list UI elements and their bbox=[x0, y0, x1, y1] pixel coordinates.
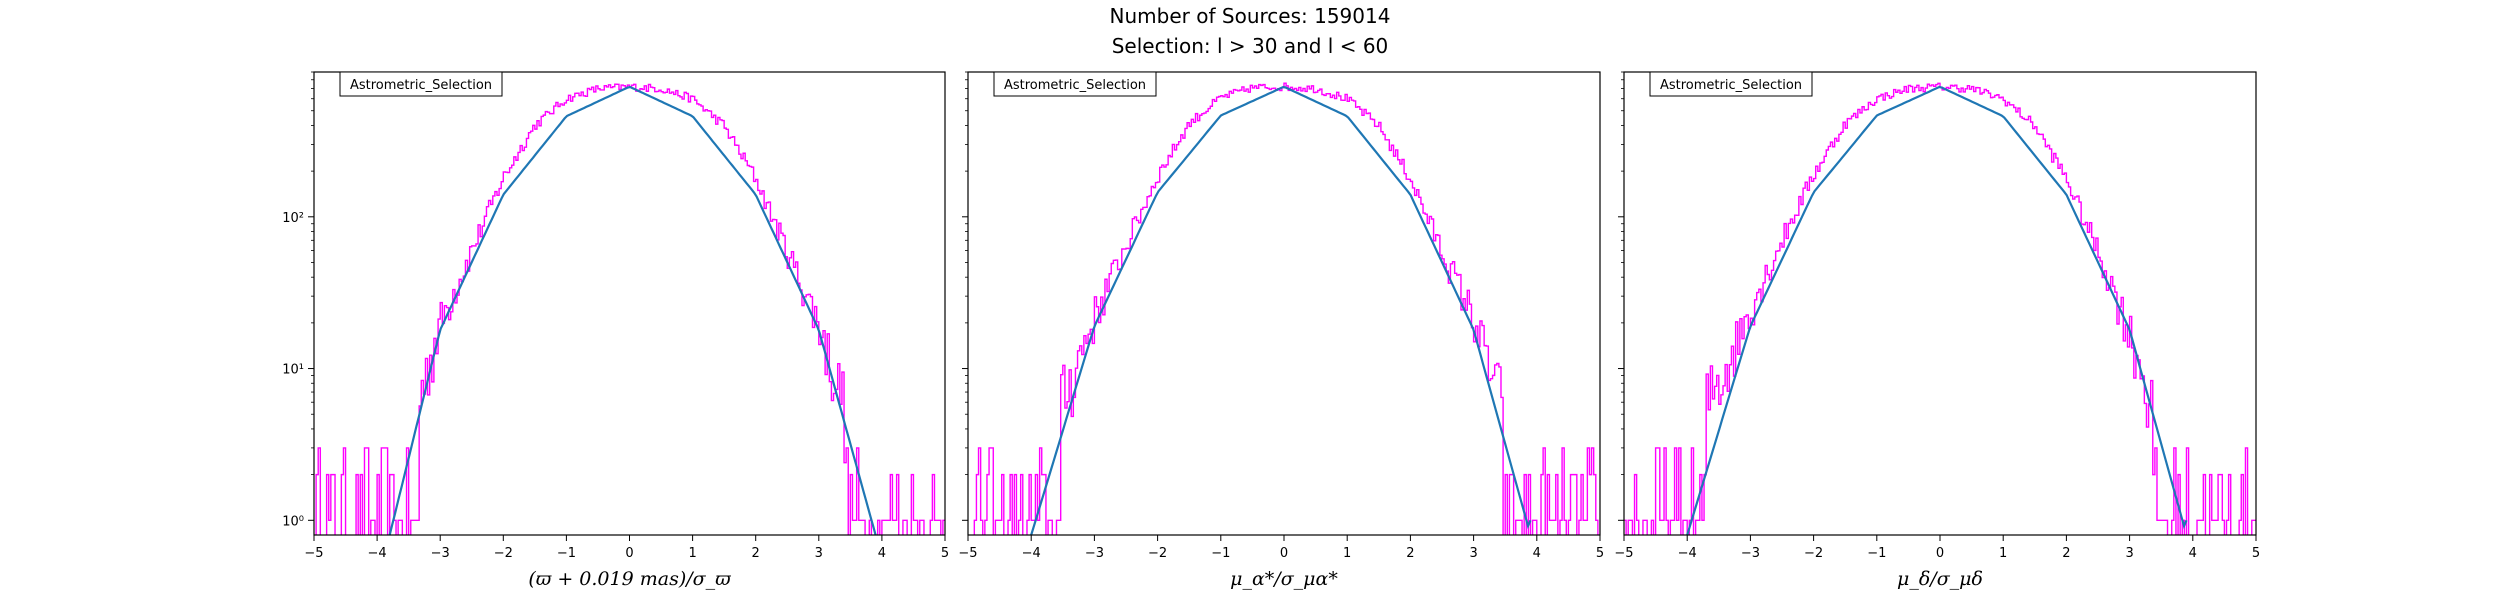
plot-frame-panel-2 bbox=[967, 71, 1601, 536]
y-tick-label-panel-1: 10² bbox=[282, 211, 304, 226]
x-tick-label-panel-2: −4 bbox=[1022, 546, 1041, 561]
legend-label-panel-2: Astrometric_Selection bbox=[1004, 78, 1146, 93]
plot-frame-panel-3 bbox=[1623, 71, 2257, 536]
legend-box-panel-1 bbox=[339, 71, 503, 97]
x-tick-label-panel-3: 2 bbox=[2062, 546, 2070, 561]
x-tick-label-panel-2: 4 bbox=[1533, 546, 1541, 561]
x-tick-label-panel-2: 5 bbox=[1596, 546, 1604, 561]
x-tick-label-panel-3: −1 bbox=[1867, 546, 1886, 561]
x-tick-label-panel-3: 1 bbox=[1999, 546, 2007, 561]
legend-label-panel-3: Astrometric_Selection bbox=[1660, 78, 1802, 93]
x-tick-label-panel-2: 3 bbox=[1469, 546, 1477, 561]
gaussian-fit-line-panel-3 bbox=[1686, 85, 2188, 535]
histogram-series-panel-3 bbox=[1624, 82, 2256, 535]
x-tick-label-panel-3: 3 bbox=[2125, 546, 2133, 561]
x-tick-label-panel-3: −2 bbox=[1804, 546, 1823, 561]
figure-title: Number of Sources: 159014 bbox=[1109, 4, 1391, 28]
x-tick-label-panel-2: 0 bbox=[1280, 546, 1288, 561]
x-tick-label-panel-3: 0 bbox=[1936, 546, 1944, 561]
x-tick-label-panel-1: 5 bbox=[941, 546, 949, 561]
legend-label-panel-1: Astrometric_Selection bbox=[350, 78, 492, 93]
x-tick-label-panel-1: 1 bbox=[688, 546, 696, 561]
x-tick-label-panel-1: −3 bbox=[431, 546, 450, 561]
x-tick-label-panel-3: −4 bbox=[1678, 546, 1697, 561]
x-tick-label-panel-1: −1 bbox=[557, 546, 576, 561]
gaussian-fit-line-panel-2 bbox=[1030, 85, 1532, 535]
x-tick-label-panel-2: 1 bbox=[1343, 546, 1351, 561]
histogram-series-panel-1 bbox=[315, 83, 945, 535]
x-tick-label-panel-2: −3 bbox=[1085, 546, 1104, 561]
x-tick-label-panel-1: −2 bbox=[494, 546, 513, 561]
x-tick-label-panel-3: −3 bbox=[1741, 546, 1760, 561]
x-axis-label-panel-1: (ϖ + 0.019 mas)/σ_ϖ bbox=[528, 568, 731, 590]
x-tick-label-panel-2: −5 bbox=[958, 546, 977, 561]
x-axis-label-panel-2: μ_α*/σ_μα* bbox=[1230, 568, 1338, 590]
x-tick-label-panel-1: −5 bbox=[304, 546, 323, 561]
x-tick-label-panel-2: 2 bbox=[1406, 546, 1414, 561]
y-tick-label-panel-1: 10⁰ bbox=[282, 514, 304, 529]
y-tick-label-panel-1: 10¹ bbox=[282, 363, 304, 378]
x-tick-label-panel-1: 3 bbox=[815, 546, 823, 561]
legend-box-panel-3 bbox=[1649, 71, 1813, 97]
x-tick-label-panel-3: −5 bbox=[1614, 546, 1633, 561]
legend-box-panel-2 bbox=[993, 71, 1157, 97]
figure-subtitle: Selection: l > 30 and l < 60 bbox=[1111, 34, 1389, 58]
x-tick-label-panel-1: 4 bbox=[878, 546, 886, 561]
histogram-series-panel-2 bbox=[973, 82, 1599, 535]
x-tick-label-panel-3: 4 bbox=[2189, 546, 2197, 561]
x-tick-label-panel-3: 5 bbox=[2252, 546, 2260, 561]
x-axis-label-panel-3: μ_δ/σ_μδ bbox=[1897, 568, 1983, 590]
x-tick-label-panel-2: −2 bbox=[1148, 546, 1167, 561]
x-tick-label-panel-1: 2 bbox=[752, 546, 760, 561]
x-tick-label-panel-1: 0 bbox=[625, 546, 633, 561]
gaussian-fit-line-panel-1 bbox=[388, 85, 877, 535]
x-tick-label-panel-2: −1 bbox=[1211, 546, 1230, 561]
x-tick-label-panel-1: −4 bbox=[368, 546, 387, 561]
